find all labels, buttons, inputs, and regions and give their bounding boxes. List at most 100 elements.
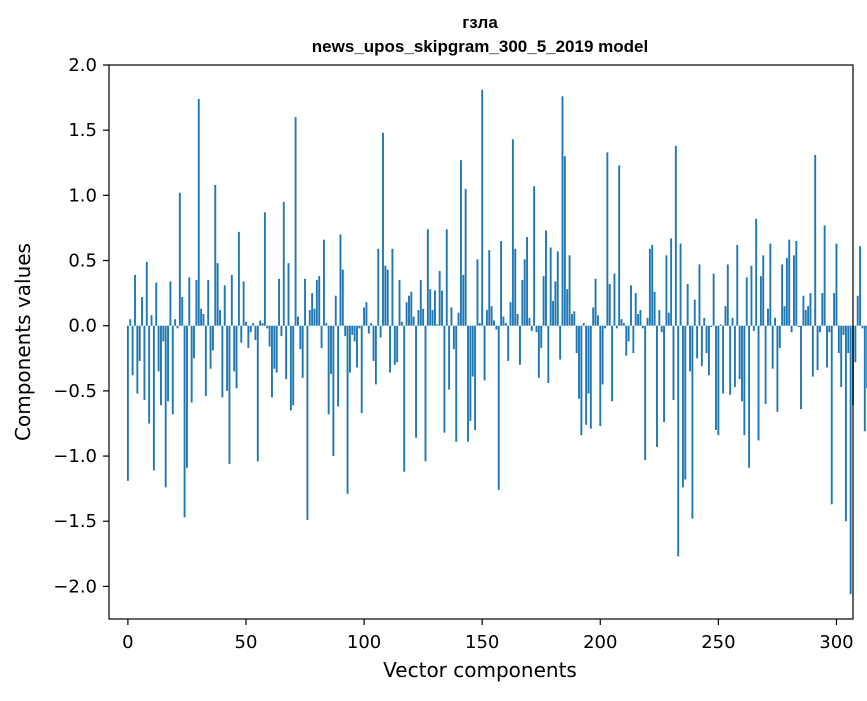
bar-38	[216, 263, 219, 326]
bar-269	[762, 255, 765, 326]
bar-174	[537, 325, 540, 378]
bar-91	[341, 269, 344, 326]
bar-281	[790, 325, 793, 333]
bar-264	[750, 265, 753, 326]
bar-239	[691, 325, 694, 519]
bar-209	[620, 319, 623, 326]
y-tick-label: −1.5	[53, 511, 97, 532]
bar-173	[535, 325, 538, 333]
bar-175	[540, 325, 543, 348]
bar-32	[202, 313, 205, 326]
bar-207	[615, 325, 618, 329]
y-tick-label: 0.0	[68, 316, 97, 337]
bar-240	[693, 299, 696, 326]
bar-303	[842, 325, 845, 335]
bar-52	[249, 325, 252, 333]
y-tick-label: 2.0	[68, 55, 97, 76]
bar-229	[667, 312, 670, 326]
bar-47	[237, 231, 240, 326]
bar-294	[821, 293, 824, 326]
bar-56	[259, 320, 262, 326]
bar-39	[219, 310, 221, 326]
bar-104	[372, 325, 375, 361]
bar-86	[330, 325, 332, 374]
bar-88	[334, 295, 337, 326]
bar-246	[707, 325, 710, 376]
bar-161	[507, 325, 510, 361]
bar-227	[663, 325, 665, 423]
bar-58	[263, 212, 266, 326]
bar-129	[431, 310, 434, 326]
bar-126	[424, 325, 427, 462]
bar-141	[459, 160, 462, 326]
bar-21	[176, 325, 179, 329]
x-tick-label: 150	[465, 632, 499, 653]
bar-290	[811, 325, 814, 377]
bar-162	[509, 302, 512, 326]
bar-131	[436, 324, 439, 326]
bar-79	[313, 308, 316, 326]
x-axis-label: Vector components	[383, 658, 577, 682]
y-tick-label: −2.0	[53, 576, 97, 597]
bar-283	[795, 240, 798, 326]
bar-171	[530, 325, 533, 331]
bar-37	[214, 184, 217, 326]
bar-204	[608, 283, 611, 326]
bar-92	[344, 325, 347, 337]
bar-157	[497, 325, 500, 490]
bar-53	[252, 323, 255, 326]
y-tick-label: −1.0	[53, 446, 97, 467]
bar-168	[523, 259, 526, 326]
bar-195	[587, 325, 590, 394]
bar-150	[481, 89, 484, 326]
bar-84	[325, 323, 328, 326]
bar-11	[152, 325, 155, 471]
bar-300	[835, 243, 838, 326]
bar-127	[426, 229, 429, 326]
bar-198	[594, 278, 597, 326]
bar-200	[599, 325, 602, 427]
bar-140	[457, 312, 460, 326]
bar-182	[556, 251, 559, 326]
bar-206	[613, 273, 616, 326]
bar-262	[745, 277, 748, 326]
bar-184	[561, 96, 564, 326]
bar-93	[346, 325, 349, 494]
bar-297	[828, 325, 831, 333]
bar-203	[606, 152, 609, 326]
bar-196	[589, 325, 592, 429]
bar-249	[715, 325, 717, 430]
bar-166	[519, 325, 521, 365]
bar-293	[818, 325, 821, 333]
bar-215	[634, 293, 637, 326]
bar-119	[408, 295, 410, 326]
bar-68	[287, 263, 290, 326]
bar-70	[292, 325, 295, 406]
bar-213	[630, 285, 632, 326]
bar-191	[578, 325, 580, 399]
bar-274	[774, 317, 776, 326]
bar-42	[226, 325, 229, 391]
bar-142	[462, 274, 465, 326]
bar-292	[816, 325, 819, 371]
bar-190	[575, 325, 578, 354]
bar-223	[653, 291, 656, 326]
bar-81	[318, 276, 321, 326]
bar-233	[677, 325, 680, 557]
bar-202	[604, 325, 606, 329]
bar-9	[148, 325, 151, 424]
bar-211	[625, 325, 628, 356]
bar-89	[337, 325, 340, 407]
bar-133	[441, 290, 443, 326]
y-tick-label: 1.5	[68, 120, 97, 141]
bar-222	[651, 244, 654, 326]
bar-250	[717, 325, 720, 436]
bar-43	[228, 325, 231, 464]
bar-224	[656, 325, 658, 447]
bar-302	[840, 325, 843, 387]
bar-146	[471, 325, 474, 377]
bar-149	[478, 323, 481, 326]
bar-147	[474, 325, 477, 430]
chart-title-line-1: гзла	[462, 13, 498, 32]
